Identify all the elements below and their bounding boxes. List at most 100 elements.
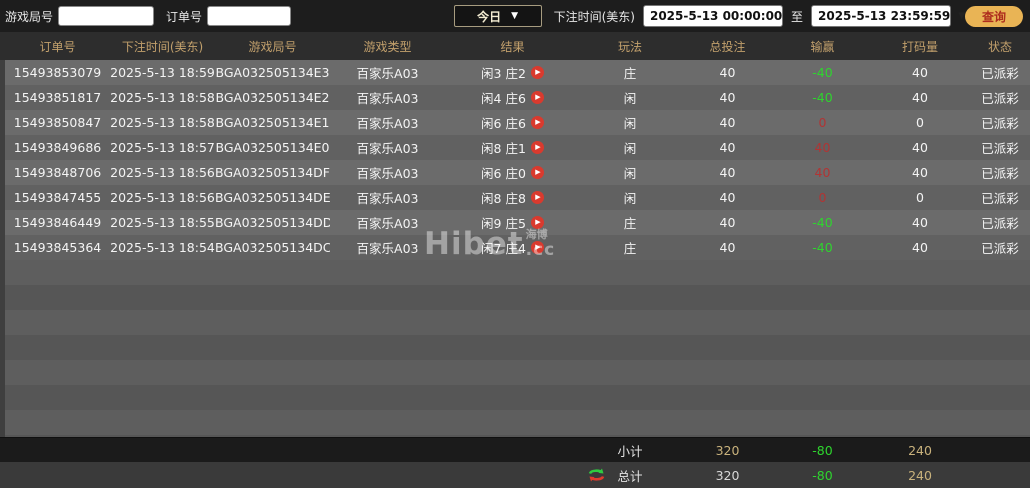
- cell-volume: 40: [912, 240, 928, 255]
- cell-game-type: 百家乐A03: [356, 191, 419, 206]
- table-header: 订单号 下注时间(美东) 游戏局号 游戏类型 结果 玩法 总投注 输赢 打码量 …: [0, 32, 1030, 60]
- cell-bet-type: 闲: [623, 191, 637, 206]
- cell-total-bet: 40: [719, 215, 736, 230]
- cell-order-no: 15493853079: [13, 65, 102, 80]
- cell-win-loss: 0: [818, 190, 827, 205]
- cell-status: 已派彩: [981, 216, 1019, 231]
- end-time-select[interactable]: 2025-5-13 23:59:59 ▼: [811, 5, 965, 27]
- total-label: 总计: [617, 468, 643, 484]
- total-winloss: -80: [812, 467, 833, 483]
- col-header-bet: 总投注: [709, 39, 746, 54]
- cell-volume: 0: [916, 190, 924, 205]
- cell-round-no: BGA032505134E1: [215, 115, 330, 130]
- cell-bet-type: 闲: [623, 116, 637, 131]
- replay-play-icon[interactable]: ▶: [530, 141, 544, 154]
- subtotal-volume: 240: [908, 442, 932, 458]
- bet-time-label: 下注时间(美东): [553, 9, 635, 24]
- refresh-icon[interactable]: [588, 468, 605, 483]
- to-label: 至: [790, 9, 803, 24]
- cell-win-loss: 40: [814, 140, 831, 155]
- table-row: 15493846449 2025-5-13 18:55 BGA032505134…: [5, 210, 1030, 235]
- cell-result: 闲8 庄8 ▶: [445, 188, 580, 207]
- cell-total-bet: 40: [719, 140, 736, 155]
- cell-result: 闲8 庄1 ▶: [445, 138, 580, 157]
- subtotal-label: 小计: [617, 443, 643, 459]
- cell-round-no: BGA032505134E2: [215, 90, 330, 105]
- result-text: 闲6 庄0: [481, 166, 526, 181]
- cell-status: 已派彩: [981, 66, 1019, 81]
- cell-total-bet: 40: [719, 240, 736, 255]
- replay-play-icon[interactable]: ▶: [530, 241, 544, 254]
- cell-result: 闲6 庄0 ▶: [445, 163, 580, 182]
- cell-volume: 40: [912, 65, 928, 80]
- cell-bet-type: 庄: [623, 241, 637, 256]
- cell-volume: 40: [912, 215, 928, 230]
- replay-play-icon[interactable]: ▶: [530, 191, 544, 204]
- game-round-label: 游戏局号: [5, 9, 54, 24]
- order-no-input[interactable]: [207, 6, 292, 26]
- cell-order-no: 15493848706: [13, 165, 102, 180]
- cell-bet-time: 2025-5-13 18:54: [110, 240, 215, 255]
- cell-bet-time: 2025-5-13 18:58: [110, 90, 215, 105]
- subtotal-row: 小计 320 -80 240: [0, 437, 1030, 462]
- result-text: 闲3 庄2: [481, 66, 526, 81]
- cell-round-no: BGA032505134DD: [215, 215, 330, 230]
- cell-game-type: 百家乐A03: [356, 216, 419, 231]
- start-time-select[interactable]: 2025-5-13 00:00:00 ▼: [642, 5, 797, 27]
- game-round-input[interactable]: [58, 6, 155, 26]
- cell-result: 闲3 庄2 ▶: [445, 63, 580, 82]
- col-header-round: 游戏局号: [248, 39, 297, 54]
- col-header-winloss: 输赢: [810, 39, 835, 54]
- cell-result: 闲6 庄6 ▶: [445, 113, 580, 132]
- cell-total-bet: 40: [719, 115, 736, 130]
- table-row: 15493848706 2025-5-13 18:56 BGA032505134…: [5, 160, 1030, 185]
- table-row: 15493853079 2025-5-13 18:59 BGA032505134…: [5, 60, 1030, 85]
- date-range-value: 今日: [477, 9, 502, 24]
- cell-round-no: BGA032505134E0: [215, 140, 330, 155]
- cell-result: 闲4 庄6 ▶: [445, 88, 580, 107]
- cell-game-type: 百家乐A03: [356, 141, 419, 156]
- result-text: 闲8 庄8: [481, 191, 526, 206]
- cell-order-no: 15493849686: [13, 140, 102, 155]
- query-button[interactable]: 查询: [965, 5, 1023, 27]
- filter-bar: 游戏局号 订单号 今日 ▼ 下注时间(美东) 2025-5-13 00:00:0…: [0, 0, 1030, 32]
- total-label-cell: 总计: [580, 466, 680, 485]
- table-row: 15493850847 2025-5-13 18:58 BGA032505134…: [5, 110, 1030, 135]
- chevron-down-icon: ▼: [790, 11, 798, 21]
- cell-order-no: 15493850847: [13, 115, 102, 130]
- result-text: 闲6 庄6: [481, 116, 526, 131]
- replay-play-icon[interactable]: ▶: [530, 116, 544, 129]
- total-volume: 240: [908, 467, 932, 483]
- cell-game-type: 百家乐A03: [356, 116, 419, 131]
- replay-play-icon[interactable]: ▶: [530, 91, 544, 104]
- cell-total-bet: 40: [719, 165, 736, 180]
- cell-bet-type: 闲: [623, 166, 637, 181]
- result-text: 闲4 庄6: [481, 91, 526, 106]
- cell-total-bet: 40: [719, 90, 736, 105]
- end-time-value: 2025-5-13 23:59:59: [818, 9, 951, 23]
- subtotal-winloss: -80: [812, 442, 833, 458]
- total-bet: 320: [715, 467, 740, 483]
- cell-order-no: 15493847455: [13, 190, 102, 205]
- cell-status: 已派彩: [981, 166, 1019, 181]
- replay-play-icon[interactable]: ▶: [530, 216, 544, 229]
- cell-bet-time: 2025-5-13 18:56: [110, 165, 215, 180]
- cell-bet-time: 2025-5-13 18:56: [110, 190, 215, 205]
- cell-win-loss: 40: [814, 165, 831, 180]
- table-body: 15493853079 2025-5-13 18:59 BGA032505134…: [0, 60, 1030, 437]
- cell-round-no: BGA032505134DE: [215, 190, 330, 205]
- cell-game-type: 百家乐A03: [356, 91, 419, 106]
- cell-bet-time: 2025-5-13 18:58: [110, 115, 215, 130]
- col-header-volume: 打码量: [901, 39, 938, 54]
- cell-win-loss: -40: [812, 90, 833, 105]
- table-row: 15493845364 2025-5-13 18:54 BGA032505134…: [5, 235, 1030, 260]
- cell-status: 已派彩: [981, 141, 1019, 156]
- cell-volume: 40: [912, 140, 928, 155]
- cell-volume: 0: [916, 115, 924, 130]
- cell-bet-time: 2025-5-13 18:57: [110, 140, 215, 155]
- date-range-select[interactable]: 今日 ▼: [453, 5, 542, 27]
- table-row: 15493847455 2025-5-13 18:56 BGA032505134…: [5, 185, 1030, 210]
- cell-total-bet: 40: [719, 190, 736, 205]
- replay-play-icon[interactable]: ▶: [530, 166, 544, 179]
- replay-play-icon[interactable]: ▶: [530, 66, 544, 79]
